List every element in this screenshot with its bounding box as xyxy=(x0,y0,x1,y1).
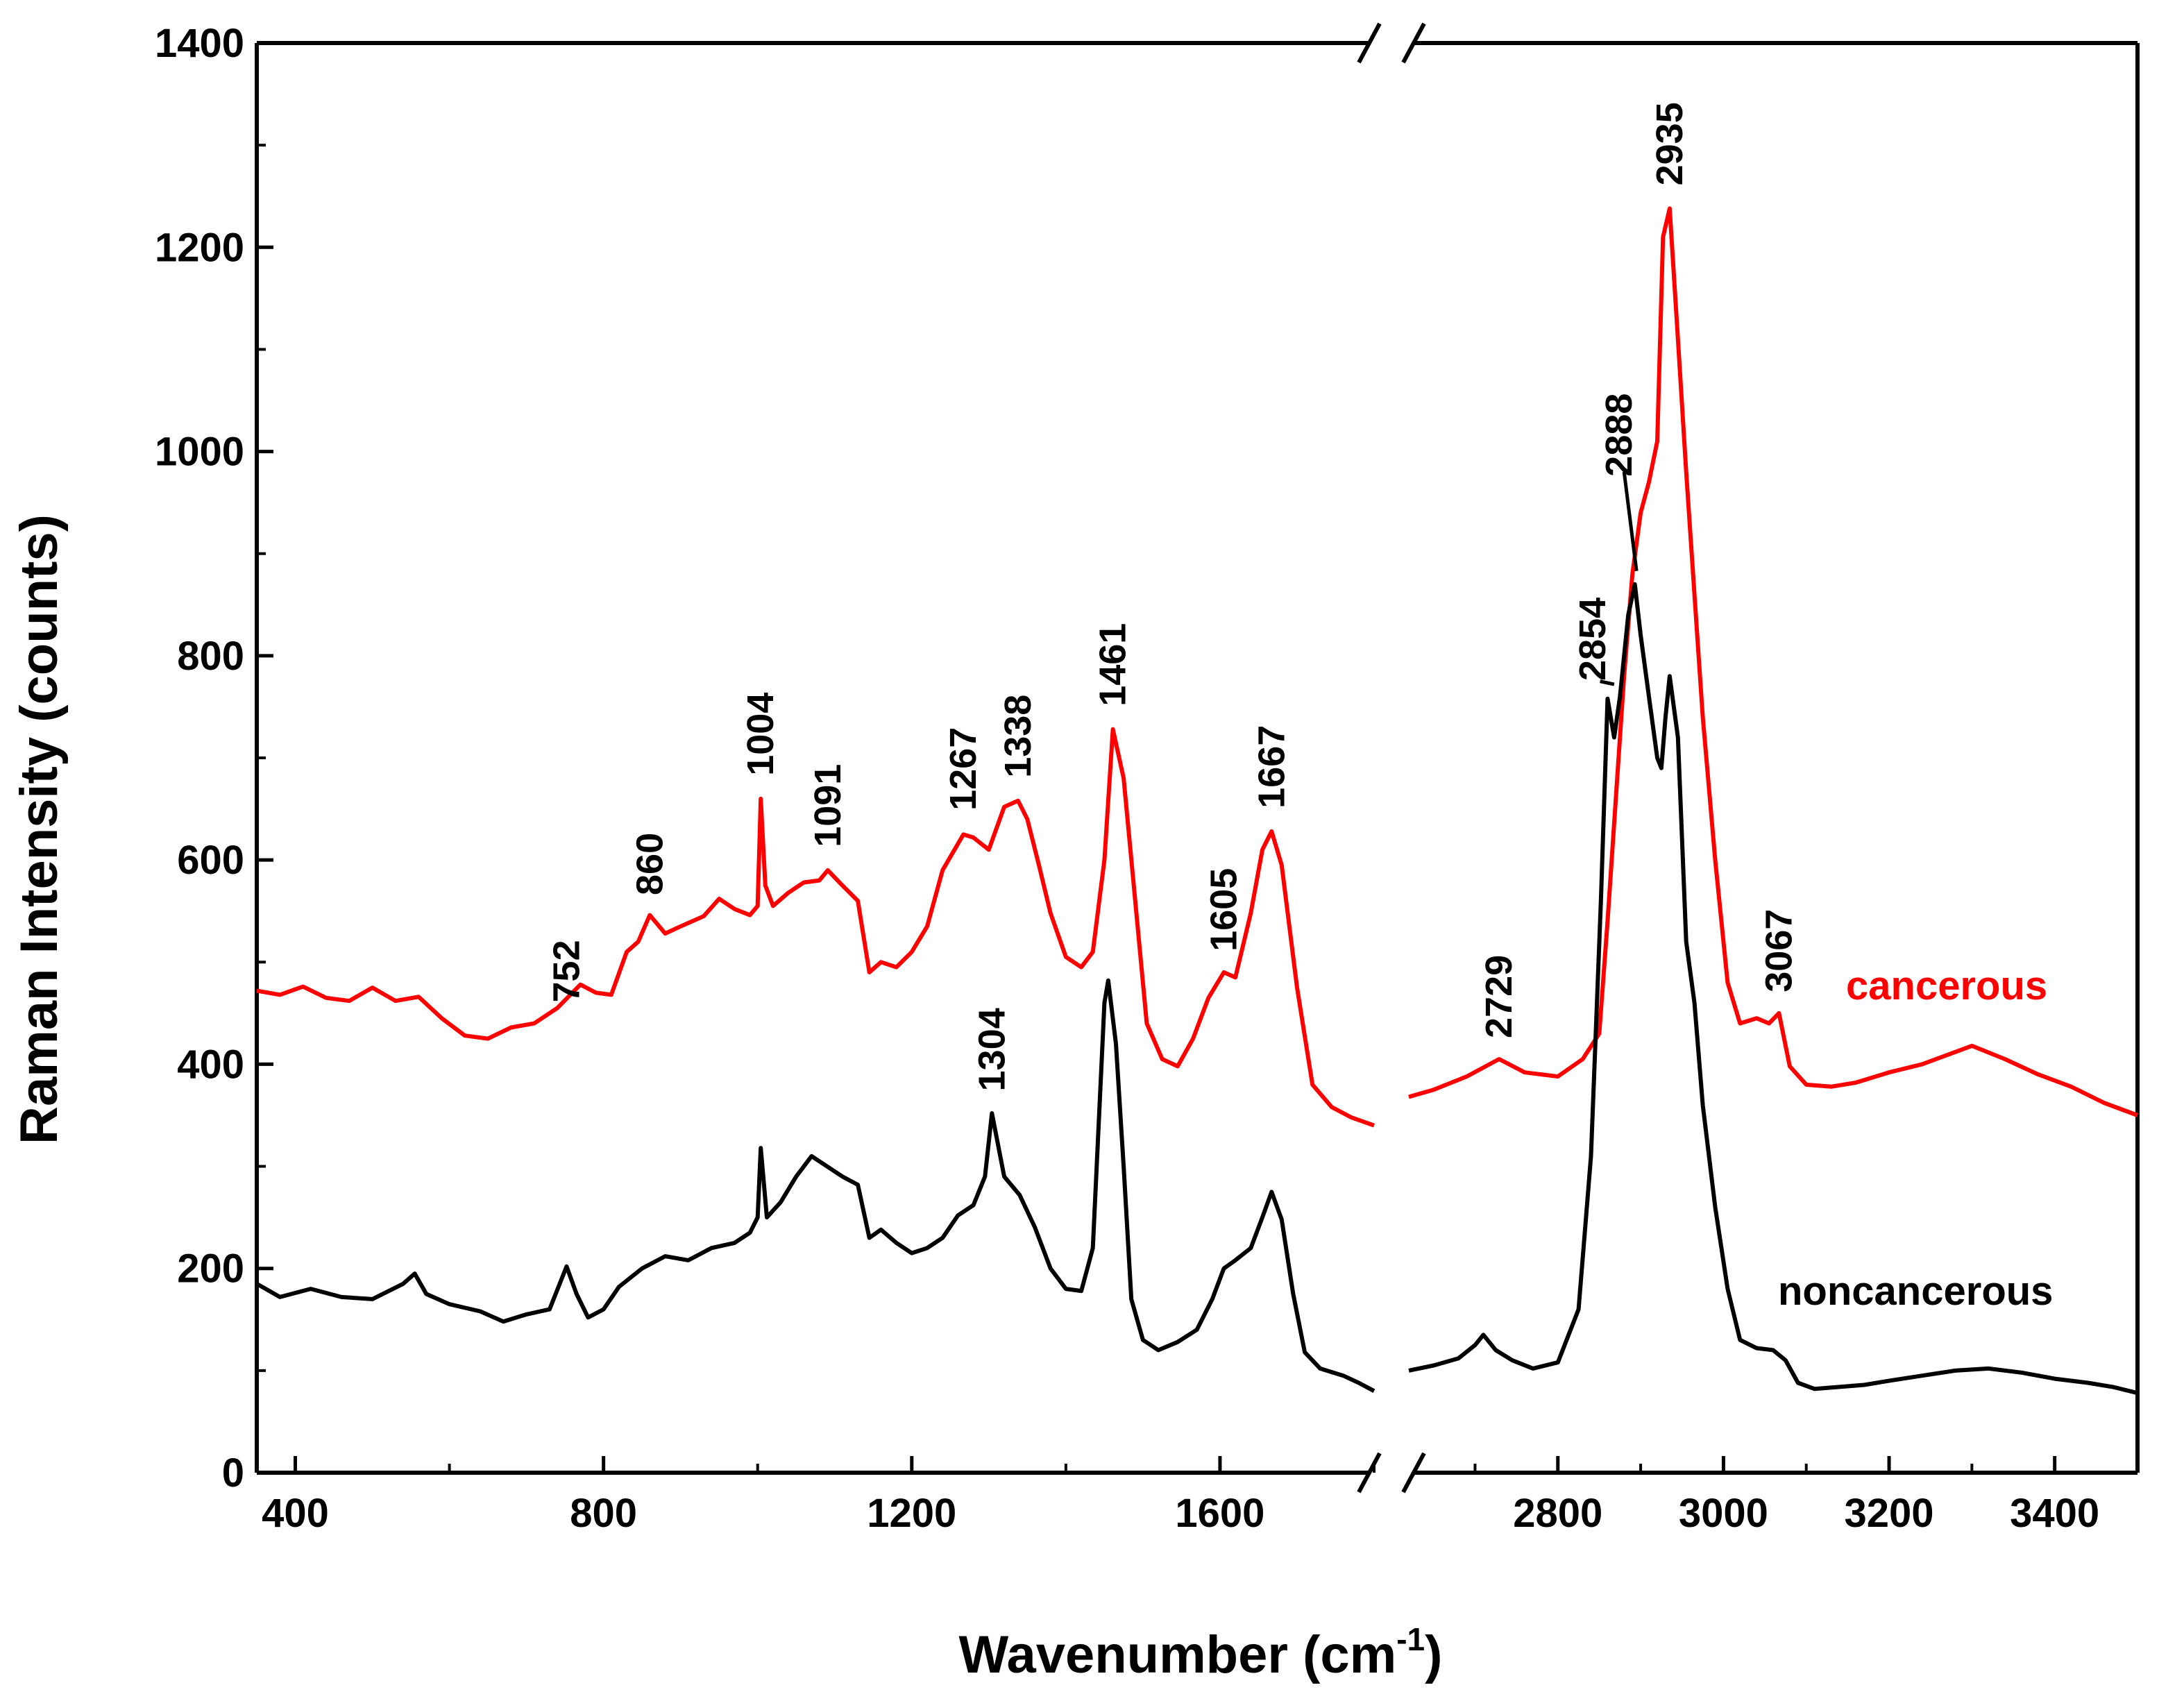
peak-label-860: 860 xyxy=(629,833,670,895)
series-cancerous-segment-2 xyxy=(1408,206,2139,1117)
axis-ticks xyxy=(257,41,2139,1475)
legend-noncancerous: noncancerous xyxy=(1778,1269,2053,1314)
series-layer xyxy=(255,206,2139,1396)
legend-cancerous: cancerous xyxy=(1846,963,2047,1008)
peak-label-1461: 1461 xyxy=(1092,623,1134,707)
x-tick-label-3200: 3200 xyxy=(1845,1491,1934,1536)
peak-label-1091: 1091 xyxy=(807,764,849,847)
peak-label-752: 752 xyxy=(545,940,587,1002)
peak-annotations: 752 860 1004 1091 1267 1338 1461 1605 1667 1304 27… xyxy=(545,102,1800,1091)
peak-label-1267: 1267 xyxy=(942,727,984,811)
leader-line-2854 xyxy=(1600,679,1615,686)
y-axis-title: Raman Intensity (counts) xyxy=(10,514,69,1144)
x-tick-label-1200: 1200 xyxy=(867,1491,956,1536)
peak-label-2888: 2888 xyxy=(1598,394,1640,477)
x-tick-label-3000: 3000 xyxy=(1679,1491,1768,1536)
y-tick-label-800: 800 xyxy=(177,634,244,679)
series-noncancerous-segment-2 xyxy=(1408,582,2138,1396)
x-tick-label-3400: 3400 xyxy=(2010,1491,2099,1536)
peak-label-2935: 2935 xyxy=(1649,102,1691,185)
axis-break-bottom-a xyxy=(1357,1452,1382,1494)
leader-line-2888 xyxy=(1622,471,1639,572)
series-cancerous-segment-1 xyxy=(256,727,1375,1128)
y-tick-label-1200: 1200 xyxy=(155,225,244,270)
tick-labels: 0 200 400 600 800 1000 1200 1400 400 800 1200 1600 2… xyxy=(155,21,2099,1536)
peak-label-3067: 3067 xyxy=(1758,909,1800,992)
peak-label-1667: 1667 xyxy=(1251,725,1292,809)
x-axis-title-superscript: -1 xyxy=(1396,1621,1425,1657)
axis-break-top-b xyxy=(1401,22,1426,64)
peak-label-1605: 1605 xyxy=(1203,868,1245,951)
y-tick-label-200: 200 xyxy=(177,1246,244,1292)
peak-label-2729: 2729 xyxy=(1478,955,1520,1038)
peak-label-2854: 2854 xyxy=(1572,598,1614,681)
y-tick-label-600: 600 xyxy=(177,838,244,883)
x-tick-label-2800: 2800 xyxy=(1513,1491,1602,1536)
x-axis-title-main: Wavenumber (cm xyxy=(959,1625,1397,1684)
peak-label-1004: 1004 xyxy=(740,693,781,776)
peak-label-1338: 1338 xyxy=(997,695,1039,778)
y-tick-label-1400: 1400 xyxy=(155,21,244,66)
series-noncancerous-segment-1 xyxy=(255,978,1375,1393)
y-tick-label-1000: 1000 xyxy=(155,430,244,475)
x-tick-label-400: 400 xyxy=(262,1491,329,1536)
x-tick-label-1600: 1600 xyxy=(1175,1491,1264,1536)
axis-break-top-a xyxy=(1357,22,1382,64)
x-axis-title: Wavenumber (cm-1) xyxy=(959,1621,1443,1684)
y-tick-label-0: 0 xyxy=(222,1450,244,1496)
y-tick-label-400: 400 xyxy=(177,1042,244,1087)
x-axis-title-close: ) xyxy=(1425,1625,1442,1684)
plot-area xyxy=(255,22,2140,1494)
peak-label-1304: 1304 xyxy=(971,1008,1013,1091)
x-tick-label-800: 800 xyxy=(570,1491,637,1536)
axis-break-bottom-b xyxy=(1401,1452,1426,1494)
